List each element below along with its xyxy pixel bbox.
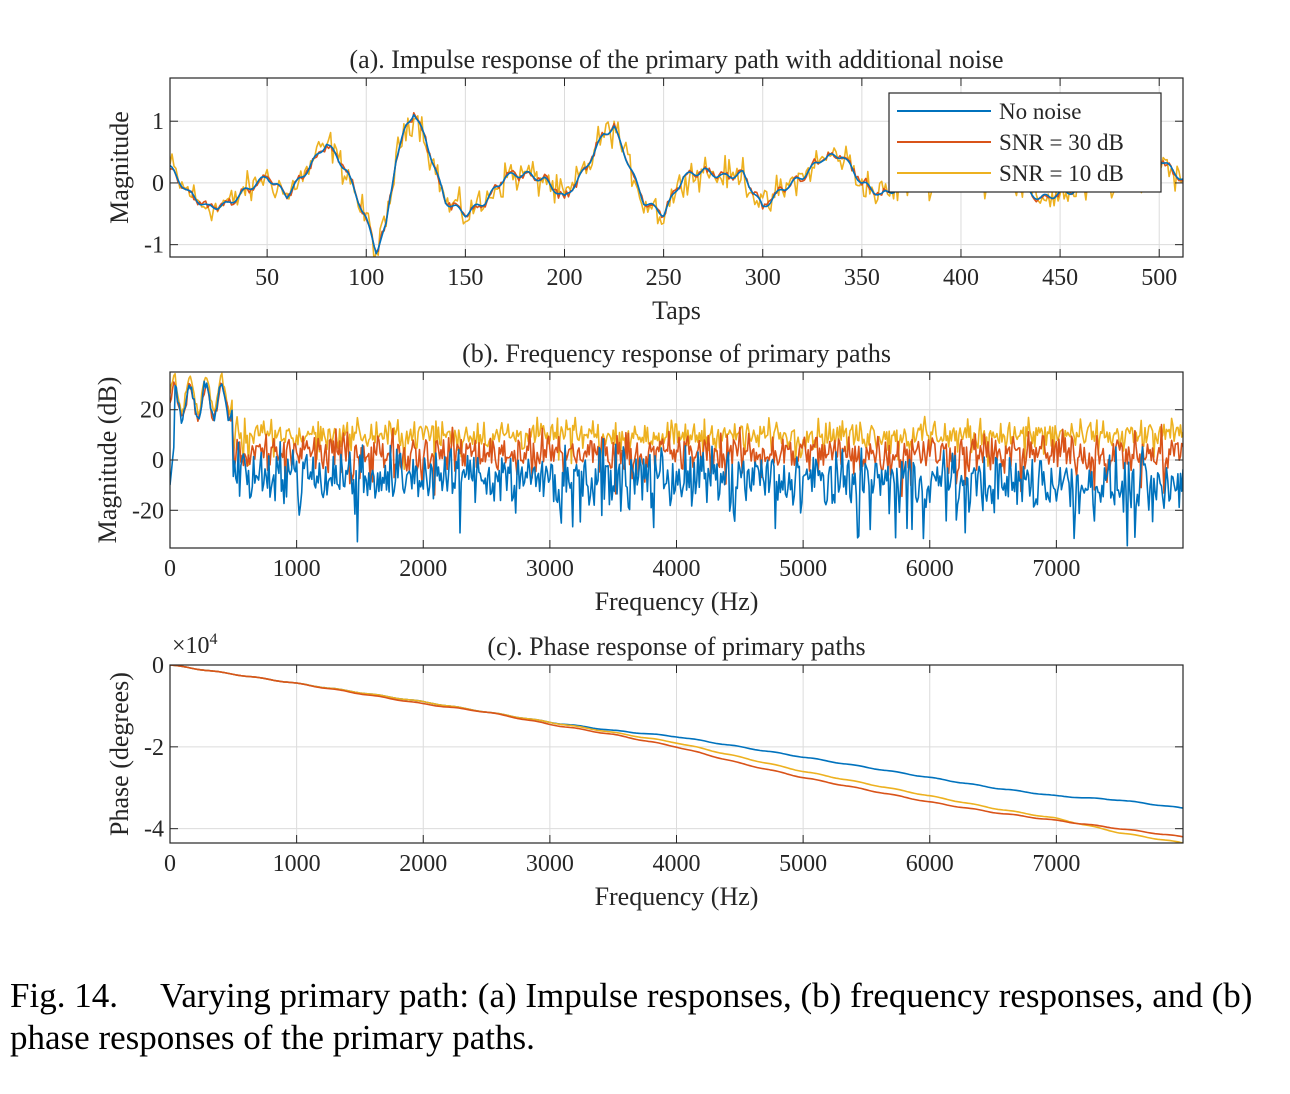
x-tick-label: 200	[546, 265, 582, 291]
y-tick-label: 1	[152, 109, 164, 135]
x-tick-label: 100	[348, 265, 384, 291]
x-tick-label: 150	[447, 265, 483, 291]
plot-area	[170, 372, 1183, 547]
ticks: 0 1000 2000 3000 4000 5000 6000 7000 -20 0 20	[132, 372, 1183, 582]
x-tick-label: 2000	[399, 851, 447, 877]
y-exponent-base: ×10	[172, 633, 210, 659]
x-tick-label: 6000	[906, 851, 954, 877]
x-tick-label: 0	[164, 851, 176, 877]
grid	[169, 664, 1183, 843]
series-line-1	[170, 380, 1183, 547]
x-tick-label: 7000	[1032, 851, 1080, 877]
x-tick-label: 5000	[779, 851, 827, 877]
x-tick-label: 4000	[653, 556, 701, 582]
x-tick-label: 3000	[526, 556, 574, 582]
legend-label-2: SNR = 30 dB	[999, 130, 1124, 155]
chart-title: (c). Phase response of primary paths	[487, 632, 865, 661]
y-axis-label: Phase (degrees)	[105, 672, 134, 836]
y-axis-label: Magnitude	[105, 111, 134, 224]
figure: 50 100 150 200 250 300 350 400 450 500-101(a). Im…	[93, 45, 1184, 911]
x-tick-label: 1000	[273, 851, 321, 877]
legend: No noise SNR = 30 dB SNR = 10 dB	[888, 92, 1162, 193]
x-axis-label: Frequency (Hz)	[595, 882, 759, 911]
caption-text: Varying primary path: (a) Impulse respon…	[10, 976, 1253, 1057]
x-tick-label: 350	[844, 265, 880, 291]
panel-3: 0 1000 2000 3000 4000 5000 6000 7000 -4 -2 0 (c). P…	[105, 631, 1184, 911]
caption-label: Fig. 14.	[10, 976, 118, 1015]
x-tick-label: 250	[646, 265, 682, 291]
y-exponent: ×104	[172, 631, 218, 659]
grid	[169, 372, 1183, 548]
panel-1: 50 100 150 200 250 300 350 400 450 500 -1 0 1 (a). Im…	[105, 45, 1184, 325]
y-tick-label: -4	[144, 817, 164, 843]
series-line-2	[170, 665, 1183, 838]
y-axis-label: Magnitude (dB)	[93, 377, 122, 544]
y-tick-label: -20	[132, 498, 164, 524]
figure-caption: Fig. 14. Varying primary path: (a) Impuls…	[10, 975, 1285, 1059]
x-tick-label: 450	[1042, 265, 1078, 291]
axes-box	[169, 77, 1184, 258]
y-tick-label: -2	[144, 735, 164, 761]
chart-title: (b). Frequency response of primary paths	[462, 339, 891, 368]
x-axis-label: Taps	[652, 296, 701, 325]
x-tick-label: 6000	[906, 556, 954, 582]
ticks: 0 1000 2000 3000 4000 5000 6000 7000 -4 -2 0	[144, 653, 1183, 877]
panel-2: 0 1000 2000 3000 4000 5000 6000 7000 -20 0 20 (b). …	[93, 339, 1184, 616]
y-tick-label: 0	[152, 448, 164, 474]
x-tick-label: 300	[745, 265, 781, 291]
x-tick-label: 4000	[653, 851, 701, 877]
y-tick-label: 0	[152, 653, 164, 679]
x-tick-label: 0	[164, 556, 176, 582]
legend-label-1: No noise	[999, 99, 1081, 124]
x-tick-label: 50	[255, 265, 279, 291]
x-tick-label: 2000	[399, 556, 447, 582]
x-tick-label: 400	[943, 265, 979, 291]
plot-area	[170, 665, 1183, 843]
y-tick-label: 20	[140, 398, 164, 424]
x-tick-label: 7000	[1032, 556, 1080, 582]
y-tick-label: 0	[152, 171, 164, 197]
y-exponent-power: 4	[210, 631, 218, 648]
x-tick-label: 5000	[779, 556, 827, 582]
x-axis-label: Frequency (Hz)	[595, 587, 759, 616]
series-line-2	[170, 381, 1183, 498]
x-tick-label: 3000	[526, 851, 574, 877]
y-tick-label: -1	[144, 233, 164, 259]
x-tick-label: 1000	[273, 556, 321, 582]
x-tick-label: 500	[1141, 265, 1177, 291]
legend-label-3: SNR = 10 dB	[999, 161, 1124, 186]
chart-title: (a). Impulse response of the primary pat…	[349, 45, 1003, 74]
ticks: 50 100 150 200 250 300 350 400 450 500 -1 0 1	[144, 78, 1183, 291]
